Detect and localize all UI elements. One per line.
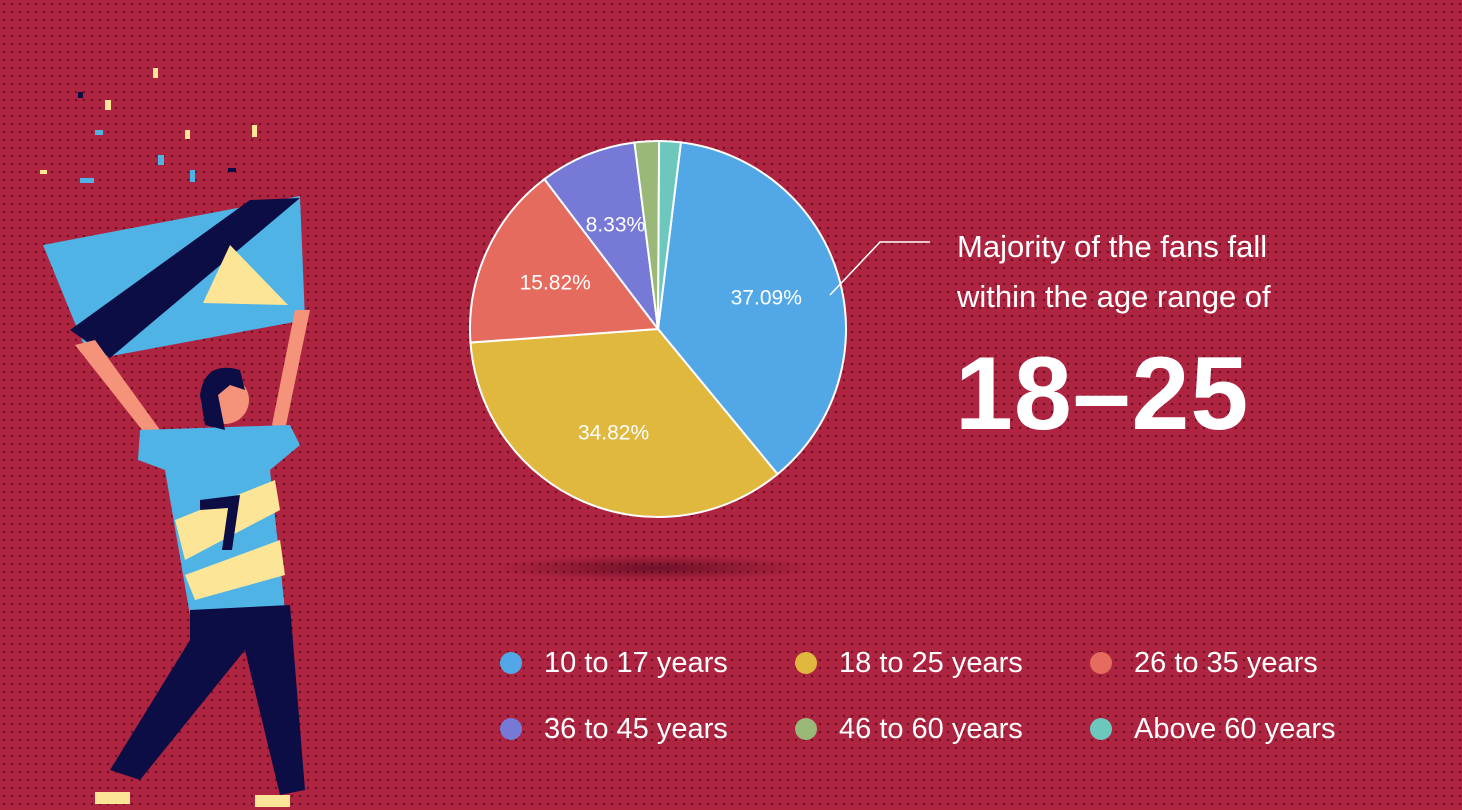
pie-slice-3 [543,141,660,333]
legend-label: Above 60 years [1134,712,1336,745]
pie-slice-5 [657,139,683,330]
pie-slice-2 [469,177,660,344]
legend-label: 36 to 45 years [544,712,728,745]
pie-shadow [490,555,820,581]
slice-label-0: 37.09% [731,286,802,309]
legend-swatch [795,718,817,740]
legend-item: 18 to 25 years [795,640,1090,686]
legend-swatch [500,718,522,740]
pie-slice-1 [469,327,779,518]
pie-slice-0 [656,141,847,476]
legend-item: 46 to 60 years [795,706,1090,752]
callout-text: Majority of the fans fall within the age… [957,222,1377,322]
legend-item: 36 to 45 years [500,706,795,752]
legend-swatch [1090,652,1112,674]
slice-label-1: 34.82% [578,422,649,445]
legend-swatch [795,652,817,674]
legend-label: 26 to 35 years [1134,646,1318,679]
slice-label-3: 8.33% [586,214,646,237]
legend-item: Above 60 years [1090,706,1390,752]
legend-swatch [1090,718,1112,740]
legend-label: 10 to 17 years [544,646,728,679]
callout-leader-line [829,241,930,296]
callout-line-1: Majority of the fans fall [957,229,1268,264]
callout-line-2: within the age range of [957,279,1271,314]
highlight-age-range: 18–25 [955,336,1250,452]
legend-item: 10 to 17 years [500,640,795,686]
legend-label: 18 to 25 years [839,646,1023,679]
legend-swatch [500,652,522,674]
chart-legend: 10 to 17 years 18 to 25 years 26 to 35 yea… [500,640,1400,752]
legend-item: 26 to 35 years [1090,640,1390,686]
legend-label: 46 to 60 years [839,712,1023,745]
slice-label-2: 15.82% [520,271,591,294]
fan-illustration [40,68,310,807]
